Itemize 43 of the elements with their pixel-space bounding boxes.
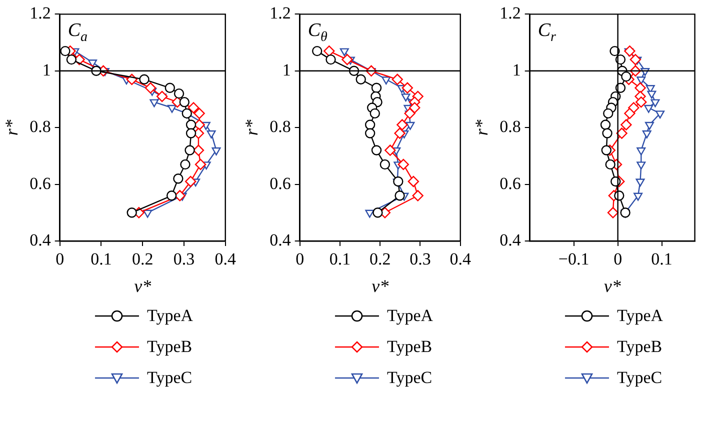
x-tick-label: 0.2 xyxy=(132,250,154,269)
legend-label: TypeB xyxy=(147,336,192,356)
x-tick-label: 0.1 xyxy=(90,250,112,269)
x-tick-label: 0.3 xyxy=(410,250,431,269)
legend-label: TypeA xyxy=(387,306,434,326)
y-axis-title: r* xyxy=(2,120,22,136)
x-tick-label: 0.3 xyxy=(173,250,195,269)
y-tick-label: 0.8 xyxy=(500,117,521,136)
x-axis-title: ν* xyxy=(604,276,621,296)
x-tick-label: 0.1 xyxy=(329,250,351,269)
x-axis-title: ν* xyxy=(134,276,152,296)
y-tick-label: 1.2 xyxy=(270,4,291,23)
x-tick-label: 0.4 xyxy=(214,250,236,269)
y-tick-label: 0.8 xyxy=(270,117,291,136)
legend-label: TypeA xyxy=(147,306,194,326)
y-tick-label: 1 xyxy=(42,60,51,80)
legend-label: TypeB xyxy=(617,336,662,356)
x-axis-title: ν* xyxy=(372,276,389,296)
y-tick-label: 1.2 xyxy=(500,4,521,23)
x-tick-label: 0 xyxy=(614,250,622,269)
x-tick-label: 0.4 xyxy=(450,250,472,269)
legend-label: TypeC xyxy=(387,368,432,388)
y-tick-label: 1 xyxy=(512,60,521,80)
y-tick-label: 0.8 xyxy=(30,117,51,136)
x-tick-label: 0 xyxy=(56,250,64,269)
y-tick-label: 0.4 xyxy=(30,230,52,250)
y-tick-label: 0.6 xyxy=(500,174,521,193)
x-tick-label: 0.2 xyxy=(369,250,391,269)
x-tick-label: 0.1 xyxy=(651,250,672,269)
y-tick-label: 0.6 xyxy=(270,174,291,193)
legend-label: TypeC xyxy=(617,368,662,388)
y-tick-label: 0.4 xyxy=(270,230,292,250)
x-tick-label: −0.1 xyxy=(558,250,590,269)
y-tick-label: 1.2 xyxy=(30,4,51,23)
y-tick-label: 0.4 xyxy=(500,230,522,250)
legend-label: TypeB xyxy=(387,336,432,356)
y-axis-title: r* xyxy=(472,120,492,136)
y-tick-label: 0.6 xyxy=(30,174,51,193)
y-tick-label: 1 xyxy=(282,60,291,80)
y-axis-title: r* xyxy=(242,120,262,136)
legend-label: TypeA xyxy=(617,306,664,326)
x-tick-label: 0 xyxy=(296,250,304,269)
legend-label: TypeC xyxy=(147,368,192,388)
